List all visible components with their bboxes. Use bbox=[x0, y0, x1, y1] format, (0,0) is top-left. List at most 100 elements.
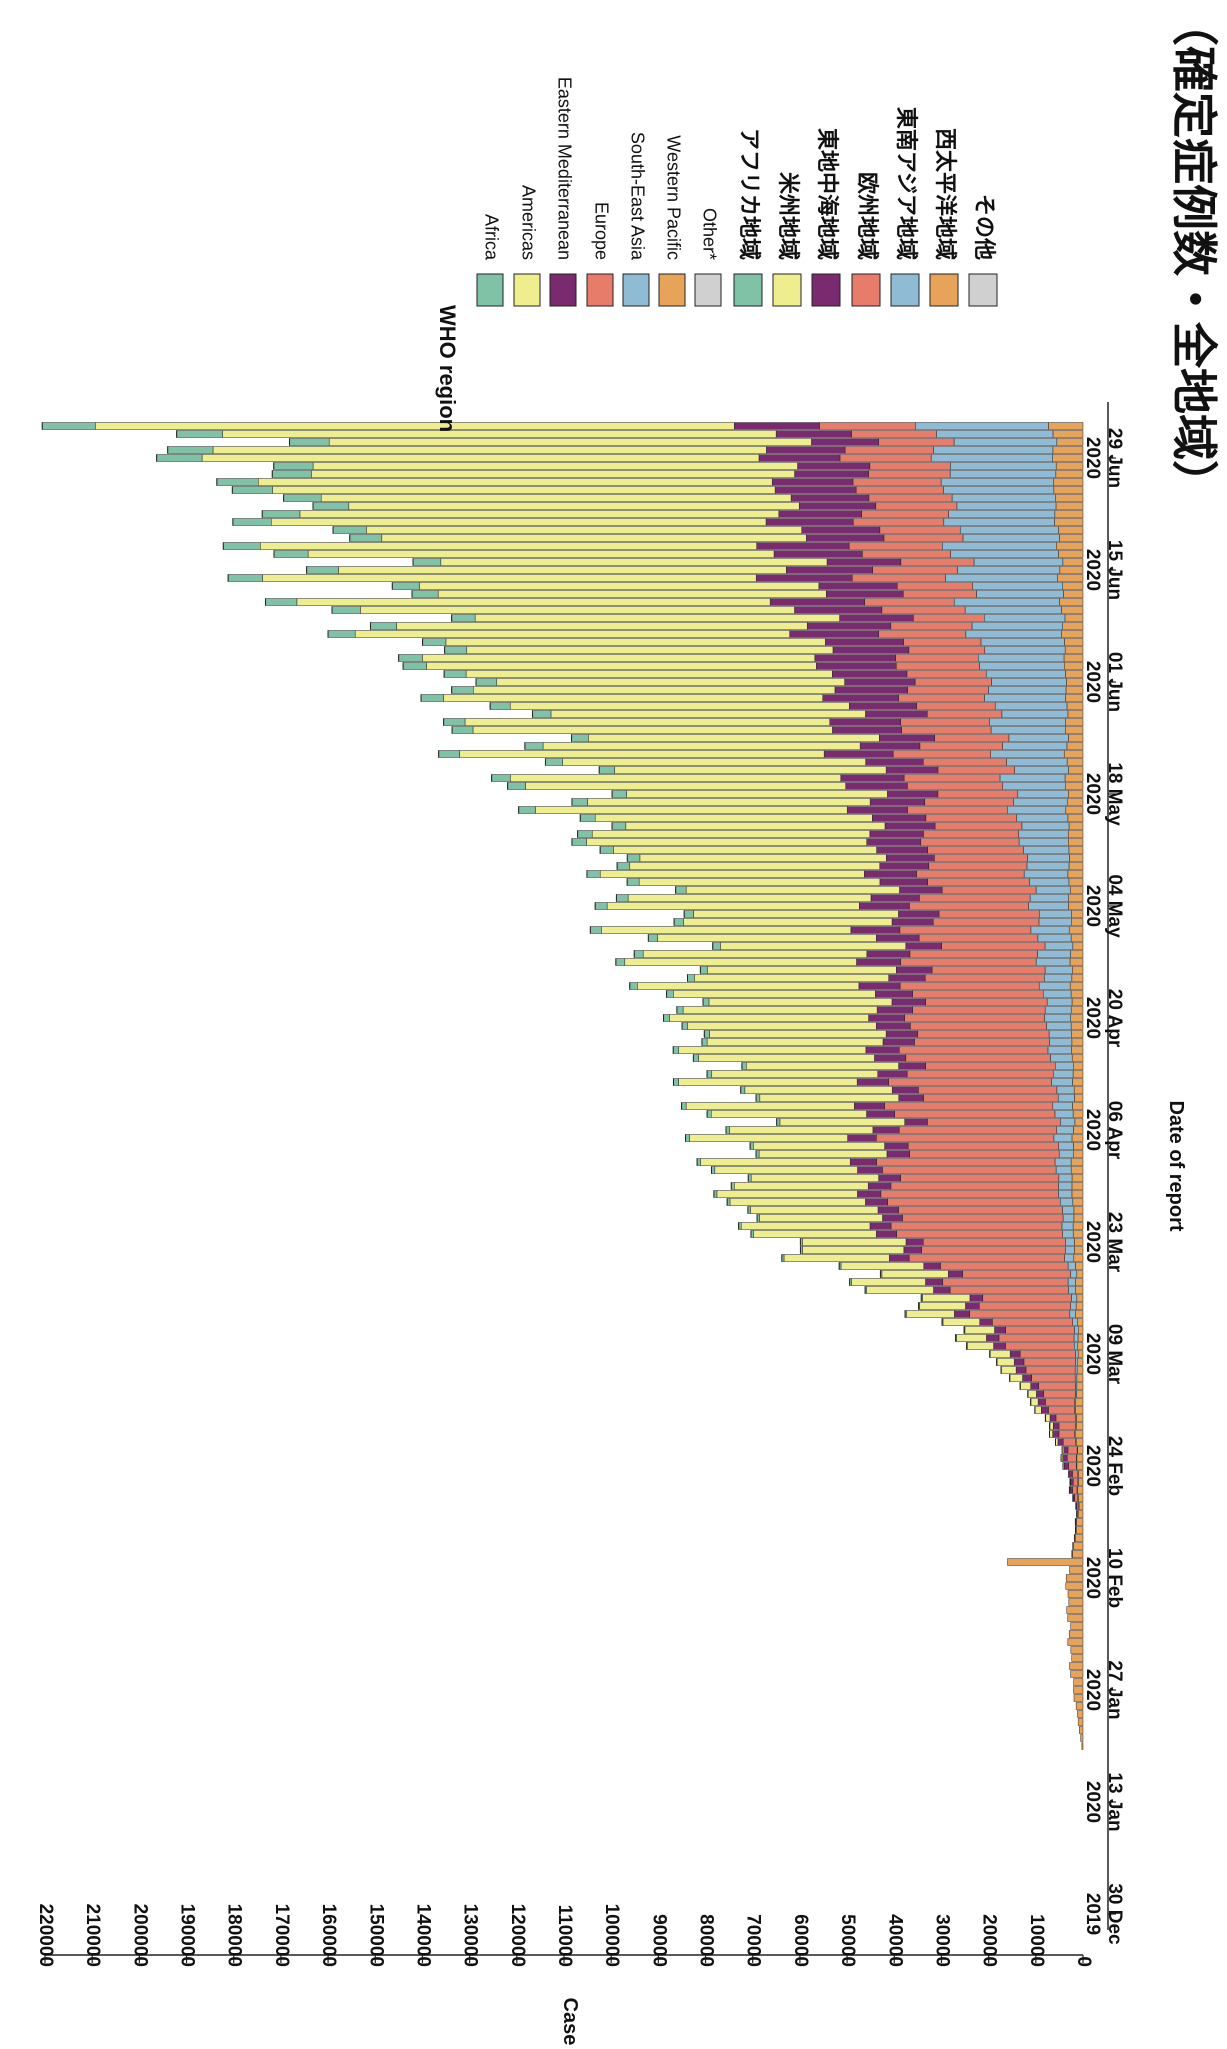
bar-segment-af bbox=[349, 534, 383, 542]
bar-segment-wp bbox=[1071, 1030, 1084, 1038]
legend-swatch bbox=[851, 273, 881, 307]
bar-segment-em bbox=[794, 606, 883, 614]
bar-segment-ot bbox=[686, 974, 688, 982]
bar-segment-eu bbox=[902, 590, 977, 598]
bar-segment-ot bbox=[398, 654, 400, 662]
bar-segment-em bbox=[1070, 1478, 1074, 1486]
bar-segment-wp bbox=[1071, 998, 1084, 1006]
bar-segment-eu bbox=[1043, 1390, 1076, 1398]
bar-segment-ot bbox=[571, 734, 573, 742]
bar-segment-ot bbox=[1044, 1414, 1046, 1422]
date-tick-label-line2: 2020 bbox=[1082, 437, 1103, 479]
bar-segment-ot bbox=[349, 534, 351, 542]
bar-segment-wp bbox=[1055, 542, 1084, 550]
bar-segment-eu bbox=[1074, 1494, 1079, 1502]
bar-segment-sea bbox=[948, 510, 1056, 518]
bar-segment-af bbox=[475, 678, 498, 686]
bar-segment-wp bbox=[1065, 670, 1084, 678]
bar-segment-ot bbox=[696, 1158, 698, 1166]
bar-segment-wp bbox=[1066, 678, 1084, 686]
bar-segment-am bbox=[840, 1262, 925, 1270]
bar-segment-ot bbox=[231, 486, 233, 494]
bar-segment-eu bbox=[878, 630, 967, 638]
bar-segment-af bbox=[681, 1022, 689, 1030]
bar-segment-wp bbox=[1073, 1206, 1084, 1214]
bar-segment-af bbox=[273, 462, 314, 470]
bar-segment-am bbox=[271, 518, 767, 526]
bar-segment-eu bbox=[934, 822, 1023, 830]
bar-segment-eu bbox=[855, 486, 944, 494]
bar-segment-ot bbox=[706, 1070, 708, 1078]
legend-swatch bbox=[968, 273, 998, 307]
bar-segment-wp bbox=[1071, 910, 1084, 918]
bar-segment-ot bbox=[683, 910, 685, 918]
bar-segment-wp bbox=[1068, 926, 1084, 934]
bar-segment-eu bbox=[949, 1286, 1069, 1294]
bar-segment-wp bbox=[1069, 886, 1084, 894]
bar-segment-am bbox=[922, 1294, 971, 1302]
bar-segment-af bbox=[289, 438, 330, 446]
bar-segment-sea bbox=[1038, 918, 1072, 926]
bar-segment-ot bbox=[451, 686, 453, 694]
bar-segment-sea bbox=[1027, 854, 1070, 862]
bar-segment-sea bbox=[984, 646, 1066, 654]
bar-segment-em bbox=[877, 1206, 899, 1214]
bar-segment-sea bbox=[1029, 894, 1069, 902]
legend-swatch bbox=[890, 273, 920, 307]
bar-segment-ot bbox=[673, 918, 675, 926]
bar-segment-sea bbox=[1044, 942, 1074, 950]
bar-segment-wp bbox=[1076, 1486, 1084, 1494]
bar-segment-wp bbox=[1080, 1734, 1084, 1742]
bar-segment-ot bbox=[227, 574, 229, 582]
bar-segment-wp bbox=[1069, 982, 1084, 990]
bar-segment-af bbox=[663, 1014, 671, 1022]
bar-segment-am bbox=[1001, 1366, 1017, 1374]
bar-segment-wp bbox=[1077, 1494, 1084, 1502]
bar-segment-eu bbox=[899, 982, 1040, 990]
bar-segment-af bbox=[156, 454, 203, 462]
bar-segment-am bbox=[710, 1110, 867, 1118]
bar-segment-wp bbox=[1052, 430, 1084, 438]
bar-segment-af bbox=[594, 902, 608, 910]
legend-label-ja: その他 bbox=[972, 194, 997, 260]
bar-segment-em bbox=[1009, 1350, 1021, 1358]
bar-segment-am bbox=[1034, 1406, 1042, 1414]
bar-segment-wp bbox=[1081, 1742, 1084, 1750]
bar-segment-sea bbox=[1038, 982, 1071, 990]
bar-segment-ot bbox=[544, 758, 546, 766]
bar-segment-eu bbox=[923, 1238, 1066, 1246]
bar-segment-sea bbox=[1071, 1294, 1078, 1302]
bar-segment-eu bbox=[1072, 1470, 1079, 1478]
value-tick-label: 120000 bbox=[507, 1904, 528, 1967]
bar-segment-am bbox=[714, 1166, 858, 1174]
bar-segment-af bbox=[545, 758, 563, 766]
bar-segment-wp bbox=[1071, 918, 1084, 926]
bar-segment-wp bbox=[1071, 1054, 1084, 1062]
bar-segment-am bbox=[1030, 1398, 1039, 1406]
bar-segment-af bbox=[391, 582, 420, 590]
bar-segment-wp bbox=[1065, 782, 1084, 790]
date-tick-label-line2: 2020 bbox=[1082, 1557, 1103, 1599]
bar-segment-eu bbox=[925, 998, 1048, 1006]
bar-segment-wp bbox=[1076, 1454, 1084, 1462]
bar-segment-em bbox=[979, 1318, 993, 1326]
bar-segment-sea bbox=[962, 534, 1060, 542]
bar-segment-ot bbox=[1049, 1422, 1051, 1430]
bar-segment-eu bbox=[942, 1278, 1069, 1286]
bar-segment-am bbox=[708, 998, 893, 1006]
bar-segment-sea bbox=[949, 470, 1057, 478]
bar-segment-am bbox=[440, 558, 828, 566]
bar-segment-sea bbox=[1058, 1150, 1074, 1158]
bar-segment-em bbox=[884, 1142, 909, 1150]
bar-segment-wp bbox=[1079, 1726, 1084, 1734]
bar-segment-eu bbox=[852, 478, 942, 486]
bar-segment-sea bbox=[1016, 814, 1069, 822]
bar-segment-am bbox=[706, 1038, 884, 1046]
bars-layer bbox=[41, 422, 1084, 1750]
bar-segment-ot bbox=[577, 830, 579, 838]
bar-segment-af bbox=[615, 958, 626, 966]
bar-segment-em bbox=[856, 958, 902, 966]
bar-segment-sea bbox=[1044, 1014, 1071, 1022]
